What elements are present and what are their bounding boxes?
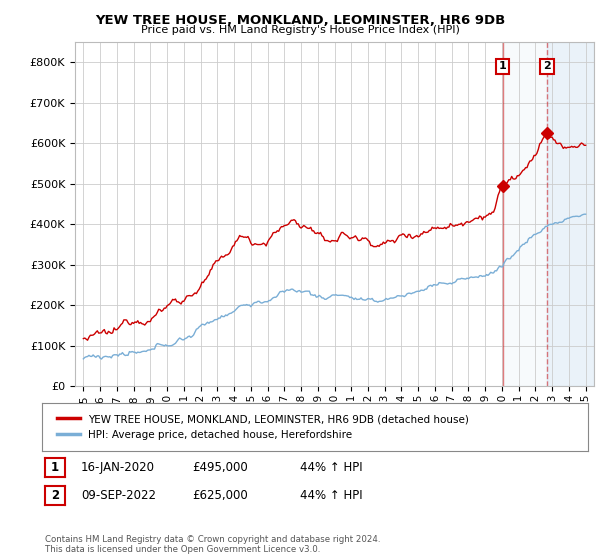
Text: 2: 2 xyxy=(51,489,59,502)
Text: YEW TREE HOUSE, MONKLAND, LEOMINSTER, HR6 9DB: YEW TREE HOUSE, MONKLAND, LEOMINSTER, HR… xyxy=(95,14,505,27)
Text: Price paid vs. HM Land Registry's House Price Index (HPI): Price paid vs. HM Land Registry's House … xyxy=(140,25,460,35)
Text: £625,000: £625,000 xyxy=(192,489,248,502)
Text: £495,000: £495,000 xyxy=(192,461,248,474)
Text: Contains HM Land Registry data © Crown copyright and database right 2024.
This d: Contains HM Land Registry data © Crown c… xyxy=(45,535,380,554)
Legend: YEW TREE HOUSE, MONKLAND, LEOMINSTER, HR6 9DB (detached house), HPI: Average pri: YEW TREE HOUSE, MONKLAND, LEOMINSTER, HR… xyxy=(53,410,473,444)
Text: 2: 2 xyxy=(543,61,551,71)
Bar xyxy=(503,42,547,386)
Bar xyxy=(547,42,594,386)
Text: 1: 1 xyxy=(499,61,506,71)
Text: 16-JAN-2020: 16-JAN-2020 xyxy=(81,461,155,474)
Text: 44% ↑ HPI: 44% ↑ HPI xyxy=(300,461,362,474)
Text: 09-SEP-2022: 09-SEP-2022 xyxy=(81,489,156,502)
Text: 44% ↑ HPI: 44% ↑ HPI xyxy=(300,489,362,502)
Text: 1: 1 xyxy=(51,461,59,474)
